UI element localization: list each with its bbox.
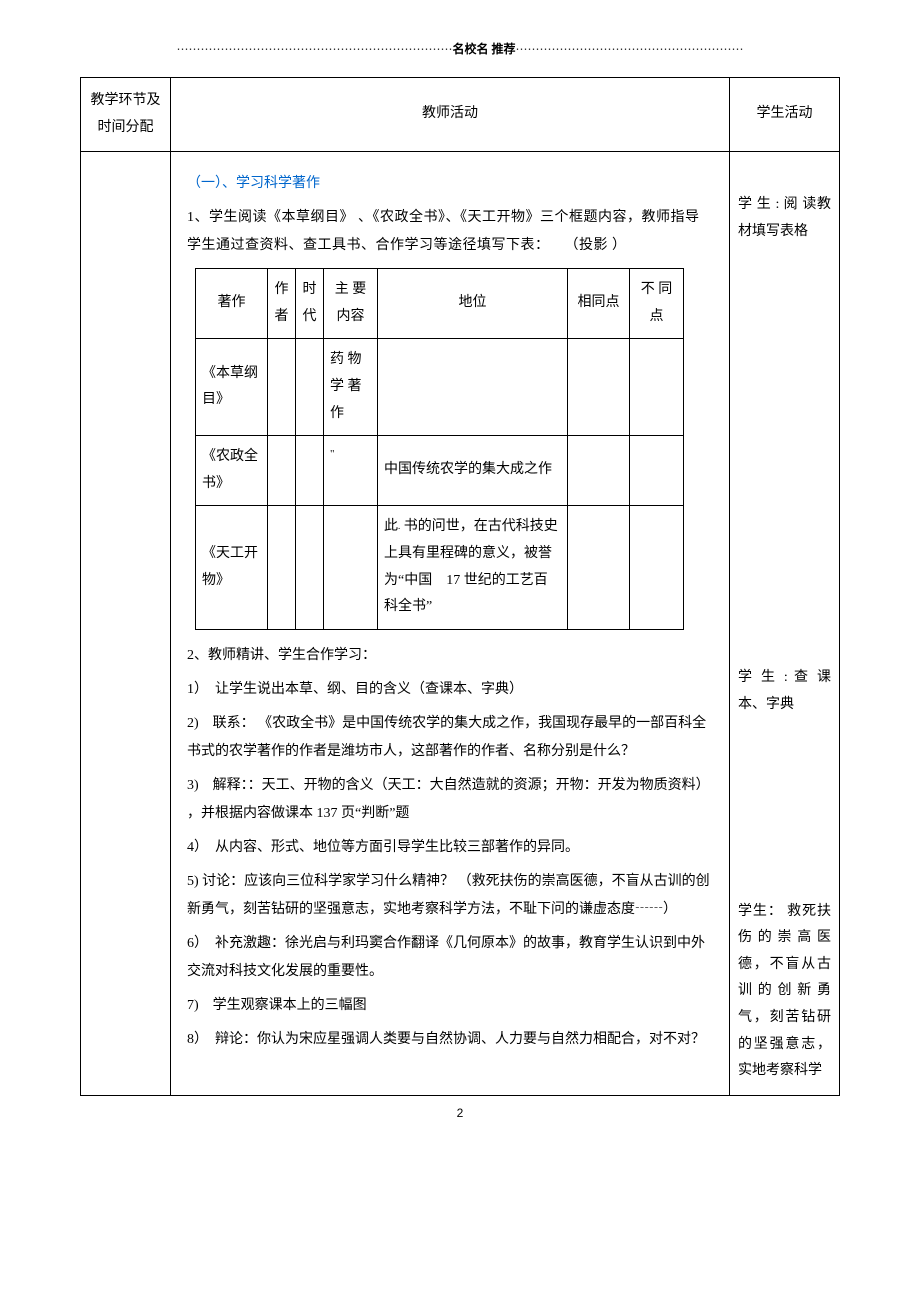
body-left-cell — [81, 152, 171, 1096]
r3-same — [568, 506, 630, 629]
r3-main — [324, 506, 378, 629]
r2-main: " — [324, 436, 378, 506]
r1-pos — [378, 339, 568, 436]
item-8: 8） 辩论：你认为宋应星强调人类要与自然协调、人力要与自然力相配合，对不对？ — [187, 1026, 713, 1054]
r1-same — [568, 339, 630, 436]
item-5: 5) 讨论：应该向三位科学家学习什么精神？ （救死扶伤的崇高医德，不盲从古训的创… — [187, 868, 713, 924]
works-comparison-table: 著作 作者 时代 主 要内容 地位 相同点 不 同点 《本草纲目》 药 物学 著… — [195, 268, 684, 630]
th-book: 著作 — [196, 269, 268, 339]
r1-main: 药 物学 著作 — [324, 339, 378, 436]
top-banner: ⋯⋯⋯⋯⋯⋯⋯⋯⋯⋯⋯⋯⋯⋯⋯⋯⋯⋯⋯⋯⋯⋯⋯名校名 推荐⋯⋯⋯⋯⋯⋯⋯⋯⋯⋯⋯… — [80, 40, 840, 57]
header-left: 教学环节及时间分配 — [81, 78, 171, 152]
item-1: 1） 让学生说出本草、纲、目的含义（查课本、字典） — [187, 676, 713, 704]
r2-pos: 中国传统农学的集大成之作 — [378, 436, 568, 506]
r1-diff — [630, 339, 684, 436]
student-block-2: 学 生 : 查 课本、字典 — [738, 665, 831, 718]
student-block-1: 学 生 : 阅 读教材填写表格 — [738, 192, 831, 245]
teacher-activity-cell: （一）、学习科学著作 1、学生阅读《本草纲目》 、《农政全书》、《天工开物》三个… — [171, 152, 730, 1096]
page-number: 2 — [80, 1106, 840, 1120]
student-block-3: 学生： 救死扶伤 的 崇 高 医德，不盲从古训 的 创 新 勇气，刻苦钻研的坚强… — [738, 899, 831, 1085]
r2-era — [296, 436, 324, 506]
section-1-title: （一）、学习科学著作 — [187, 170, 713, 198]
r3-pos: 此. 书的问世，在古代科技史上具有里程碑的意义，被誉为“中国 17 世纪的工艺百… — [378, 506, 568, 629]
dot-marker-icon: . — [398, 522, 400, 532]
r3-era — [296, 506, 324, 629]
th-diff: 不 同点 — [630, 269, 684, 339]
th-same: 相同点 — [568, 269, 630, 339]
r1-author — [268, 339, 296, 436]
section-1-p1: 1、学生阅读《本草纲目》 、《农政全书》、《天工开物》三个框题内容，教师指导学生… — [187, 204, 713, 260]
r1-book: 《本草纲目》 — [196, 339, 268, 436]
body-row: （一）、学习科学著作 1、学生阅读《本草纲目》 、《农政全书》、《天工开物》三个… — [81, 152, 840, 1096]
th-main: 主 要内容 — [324, 269, 378, 339]
inner-row-3: 《天工开物》 此. 书的问世，在古代科技史上具有里程碑的意义，被誉为“中国 17… — [196, 506, 684, 629]
header-row: 教学环节及时间分配 教师活动 学生活动 — [81, 78, 840, 152]
r2-same — [568, 436, 630, 506]
item-3: 3) 解释：：天工、开物的含义（天工：大自然造就的资源；开物：开发为物质资料） … — [187, 772, 713, 828]
inner-row-2: 《农政全书》 " 中国传统农学的集大成之作 — [196, 436, 684, 506]
item-6: 6） 补充激趣：徐光启与利玛窦合作翻译《几何原本》的故事，教育学生认识到中外交流… — [187, 930, 713, 986]
r2-diff — [630, 436, 684, 506]
r3-book: 《天工开物》 — [196, 506, 268, 629]
inner-row-1: 《本草纲目》 药 物学 著作 — [196, 339, 684, 436]
banner-dots-right: ⋯⋯⋯⋯⋯⋯⋯⋯⋯⋯⋯⋯⋯⋯⋯⋯⋯⋯⋯ — [516, 42, 744, 56]
header-mid: 教师活动 — [171, 78, 730, 152]
r3-author — [268, 506, 296, 629]
th-pos: 地位 — [378, 269, 568, 339]
student-activity-cell: 学 生 : 阅 读教材填写表格 学 生 : 查 课本、字典 学生： 救死扶伤 的… — [730, 152, 840, 1096]
th-author: 作者 — [268, 269, 296, 339]
header-right: 学生活动 — [730, 78, 840, 152]
banner-label: 名校名 推荐 — [452, 42, 515, 56]
item-2: 2) 联系： 《农政全书》是中国传统农学的集大成之作，我国现存最早的一部百科全书… — [187, 710, 713, 766]
r2-author — [268, 436, 296, 506]
th-era: 时代 — [296, 269, 324, 339]
banner-dots-left: ⋯⋯⋯⋯⋯⋯⋯⋯⋯⋯⋯⋯⋯⋯⋯⋯⋯⋯⋯⋯⋯⋯⋯ — [176, 42, 452, 56]
item-4: 4） 从内容、形式、地位等方面引导学生比较三部著作的异同。 — [187, 834, 713, 862]
r2-book: 《农政全书》 — [196, 436, 268, 506]
r1-era — [296, 339, 324, 436]
inner-header-row: 著作 作者 时代 主 要内容 地位 相同点 不 同点 — [196, 269, 684, 339]
item-7: 7) 学生观察课本上的三幅图 — [187, 992, 713, 1020]
page-container: ⋯⋯⋯⋯⋯⋯⋯⋯⋯⋯⋯⋯⋯⋯⋯⋯⋯⋯⋯⋯⋯⋯⋯名校名 推荐⋯⋯⋯⋯⋯⋯⋯⋯⋯⋯⋯… — [0, 0, 920, 1150]
lesson-plan-table: 教学环节及时间分配 教师活动 学生活动 （一）、学习科学著作 1、学生阅读《本草… — [80, 77, 840, 1096]
section-2-title: 2、教师精讲、学生合作学习： — [187, 642, 713, 670]
r3-diff — [630, 506, 684, 629]
